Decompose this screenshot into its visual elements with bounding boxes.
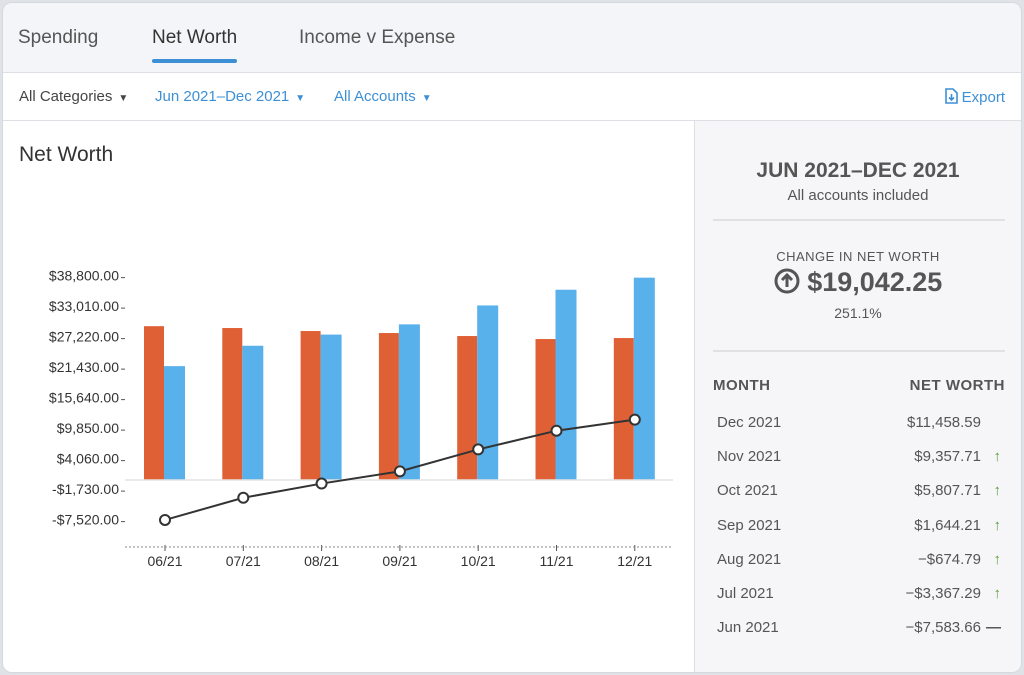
y-tick-label: $9,850.00 (57, 420, 119, 436)
chart-panel: Net Worth $38,800.00 $33,010.00 $27,220.00… (3, 121, 694, 672)
arrow-up-circle-icon (774, 268, 800, 294)
assets-bar (164, 366, 185, 480)
row-month: Jun 2021 (717, 619, 779, 637)
net-worth-row: Jun 2021 −$7,583.66— (717, 619, 1003, 636)
net-worth-point (159, 513, 171, 526)
assets-bar (477, 305, 499, 480)
net-worth-row: Aug 2021 −$674.79 ↑ (717, 551, 1003, 568)
net-worth-point (472, 443, 485, 456)
net-worth-point (237, 491, 250, 504)
debts-bar (300, 331, 321, 480)
net-worth-row: Dec 2021 $11,458.59 (717, 414, 1003, 431)
debts-bar (535, 339, 556, 480)
export-icon (944, 88, 958, 104)
export-label: Export (961, 89, 1005, 106)
row-month: Nov 2021 (717, 448, 782, 466)
row-value: $9,357.71 (914, 448, 981, 466)
row-value: −$674.79 (918, 550, 981, 568)
net-worth-point (393, 465, 406, 478)
net-worth-row: Jul 2021 −$3,367.29 ↑ (717, 585, 1003, 602)
assets-bar (398, 324, 420, 480)
y-tick-label: $21,430.00 (49, 359, 119, 375)
change-value-wrap: $19,042.25 (695, 267, 1021, 298)
net-worth-point (628, 413, 641, 426)
summary-panel: JUN 2021–DEC 2021 All accounts included … (694, 121, 1021, 672)
x-tick-label: 12/21 (617, 553, 652, 569)
net-worth-column-header: NET WORTH (909, 377, 1005, 394)
row-month: Oct 2021 (717, 482, 778, 500)
range-heading: JUN 2021–DEC 2021 (756, 159, 960, 182)
categories-dropdown[interactable]: All Categories ▼ (19, 88, 128, 105)
change-label: CHANGE IN NET WORTH (776, 249, 940, 264)
net-worth-point (315, 477, 328, 490)
assets-bar (242, 345, 264, 480)
accounts-dropdown[interactable]: All Accounts ▼ (334, 88, 432, 105)
x-tick-label: 11/21 (540, 553, 574, 569)
date-range-label: Jun 2021–Dec 2021 (155, 88, 290, 105)
y-tick-label: -$7,520.00 (52, 512, 119, 528)
no-change-icon: — (986, 619, 1001, 637)
x-tick-label: 09/21 (382, 553, 417, 569)
change-value: $19,042.25 (807, 267, 943, 297)
trend-up-icon: ↑ (993, 448, 1002, 466)
net-worth-chart: $38,800.00 $33,010.00 $27,220.00 $21,430.00… (49, 268, 673, 569)
divider (713, 350, 1005, 352)
date-range-dropdown[interactable]: Jun 2021–Dec 2021 ▼ (155, 88, 305, 105)
divider (713, 219, 1005, 221)
debts-bar (222, 328, 243, 480)
range-subtitle: All accounts included (787, 187, 929, 204)
tab-net-worth[interactable]: Net Worth (152, 27, 238, 63)
row-value: $1,644.21 (914, 516, 981, 534)
x-tick-label: 10/21 (461, 553, 496, 569)
caret-down-icon: ▼ (295, 93, 306, 104)
filter-bar: All Categories ▼ Jun 2021–Dec 2021 ▼ All A… (3, 73, 1021, 121)
export-button[interactable]: Export (944, 88, 1005, 106)
net-worth-row: Nov 2021 $9,357.71 ↑ (717, 448, 1003, 465)
debts-bar (457, 336, 478, 480)
caret-down-icon: ▼ (421, 93, 432, 104)
net-worth-row: Sep 2021 $1,644.21 ↑ (717, 517, 1003, 534)
debts-bar (144, 326, 164, 480)
change-percent: 251.1% (834, 305, 882, 321)
month-column-header: MONTH (713, 377, 771, 394)
row-month: Aug 2021 (717, 550, 782, 568)
x-tick-label: 06/21 (147, 553, 182, 569)
debts-bar (613, 338, 634, 480)
y-tick-label: $38,800.00 (49, 268, 119, 284)
categories-label: All Categories (19, 88, 113, 105)
row-value: −$7,583.66 (905, 619, 982, 637)
x-tick-label: 08/21 (304, 553, 339, 569)
assets-bar (633, 277, 655, 480)
net-worth-point (550, 424, 563, 437)
trend-up-icon: ↑ (993, 516, 1002, 534)
y-tick-label: $27,220.00 (49, 329, 119, 345)
trend-up-icon: ↑ (993, 482, 1002, 500)
assets-bar (320, 334, 342, 480)
row-month: Dec 2021 (717, 414, 782, 431)
row-month: Sep 2021 (717, 516, 782, 534)
trend-up-icon: ↑ (993, 585, 1002, 602)
row-value: $5,807.71 (914, 482, 981, 500)
trend-up-icon: ↑ (993, 550, 1002, 568)
y-tick-label: $4,060.00 (57, 451, 119, 467)
y-tick-label: -$1,730.00 (52, 481, 119, 497)
debts-bar (378, 333, 399, 480)
caret-down-icon: ▼ (118, 93, 129, 104)
chart-title: Net Worth (19, 143, 114, 166)
accounts-label: All Accounts (334, 88, 416, 105)
report-tabs: Spending Net Worth Income v Expense (3, 3, 1021, 73)
assets-bar (555, 289, 577, 480)
row-month: Jul 2021 (717, 585, 774, 602)
x-tick-label: 07/21 (226, 553, 261, 569)
row-value: −$3,367.29 (905, 585, 982, 602)
tab-spending[interactable]: Spending (18, 27, 99, 48)
tab-income-v-expense[interactable]: Income v Expense (299, 27, 456, 48)
row-value: $11,458.59 (907, 414, 981, 431)
y-tick-label: $33,010.00 (49, 298, 119, 314)
y-tick-label: $15,640.00 (49, 390, 119, 406)
net-worth-row: Oct 2021 $5,807.71 ↑ (717, 482, 1003, 499)
